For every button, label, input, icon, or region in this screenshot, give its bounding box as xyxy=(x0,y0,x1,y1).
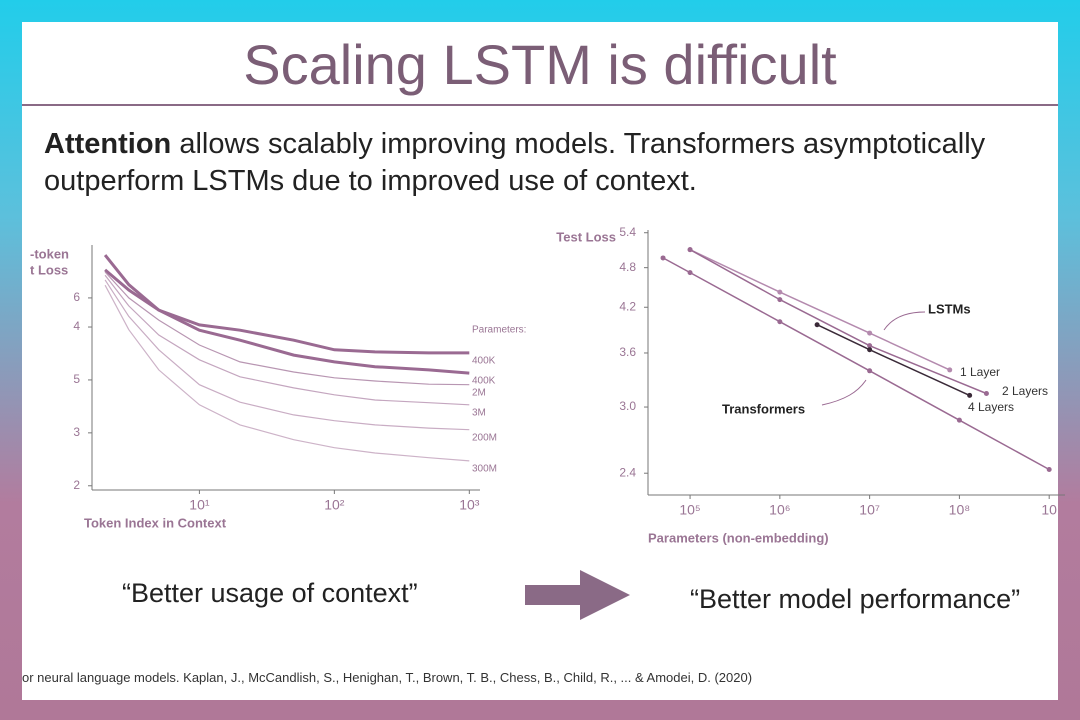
y-tick-label: 2 xyxy=(73,478,80,492)
marker xyxy=(867,343,873,349)
series-line xyxy=(689,249,987,395)
x-tick-label: 10⁷ xyxy=(859,502,880,518)
marker xyxy=(777,319,783,325)
legend-title: Parameters: xyxy=(472,325,526,336)
annotation: LSTMs xyxy=(928,301,971,316)
series-label: 200M xyxy=(472,432,497,443)
marker xyxy=(687,270,693,276)
annotation-arrow xyxy=(883,311,926,331)
x-tick-label: 10³ xyxy=(459,497,480,513)
marker xyxy=(814,322,820,328)
x-tick-label: 10⁶ xyxy=(769,502,790,518)
series-label: 400K xyxy=(472,376,496,387)
caption: “Better usage of context” xyxy=(122,578,418,608)
y-tick-label: 3.6 xyxy=(619,345,636,359)
x-tick-label: 10¹ xyxy=(189,497,210,513)
slide: Scaling LSTM is difficult Attention allo… xyxy=(22,22,1058,700)
series-label: 300M xyxy=(472,464,497,475)
x-axis-label: Parameters (non-embedding) xyxy=(648,530,829,545)
series-line xyxy=(689,249,951,371)
series-label: Transformers xyxy=(722,401,805,416)
series-label: 2 Layers xyxy=(1002,384,1048,398)
series-label: 4 Layers xyxy=(968,400,1014,414)
marker xyxy=(967,392,973,398)
marker xyxy=(867,347,873,353)
title-rule xyxy=(22,104,1058,106)
body-rest: allows scalably improving models. Transf… xyxy=(44,128,986,197)
x-tick-label: 10⁵ xyxy=(679,502,700,518)
arrow xyxy=(525,570,630,620)
marker xyxy=(660,255,666,261)
marker xyxy=(1046,467,1052,473)
y-tick-label: 2.4 xyxy=(619,465,636,479)
marker xyxy=(983,391,989,397)
series-line xyxy=(104,271,470,386)
x-axis-label: Token Index in Context xyxy=(84,515,227,530)
series-label: 1 Layer xyxy=(960,365,1000,379)
y-tick-label: 4 xyxy=(73,319,80,333)
marker xyxy=(956,417,962,423)
series-label: 400K xyxy=(472,356,496,367)
y-tick-label: 6 xyxy=(73,290,80,304)
caption: “Better model performance” xyxy=(690,584,1021,614)
series-label: 2M xyxy=(472,387,486,398)
y-tick-label: 3 xyxy=(73,425,80,439)
y-tick-label: 3.0 xyxy=(619,399,636,413)
series-line xyxy=(662,257,1050,471)
annotation-arrow xyxy=(821,379,867,406)
marker xyxy=(777,289,783,295)
y-axis-label: t Loss xyxy=(30,262,68,277)
y-tick-label: 5 xyxy=(73,372,80,386)
citation: or neural language models. Kaplan, J., M… xyxy=(22,670,753,685)
series-line xyxy=(816,324,970,397)
body-text: Attention allows scalably improving mode… xyxy=(44,126,1044,200)
marker xyxy=(867,330,873,336)
series-line xyxy=(104,279,470,431)
slide-title: Scaling LSTM is difficult xyxy=(243,33,837,96)
y-tick-label: 5.4 xyxy=(619,225,636,239)
y-axis-label: -token xyxy=(30,246,69,261)
marker xyxy=(777,297,783,303)
series-label: 3M xyxy=(472,407,486,418)
series-line xyxy=(103,254,470,355)
marker xyxy=(687,247,693,253)
y-tick-label: 4.8 xyxy=(619,260,636,274)
x-tick-label: 10 xyxy=(1041,502,1057,518)
y-tick-label: 4.2 xyxy=(619,299,636,313)
lead: Attention xyxy=(44,128,172,160)
marker xyxy=(947,367,953,373)
marker xyxy=(867,368,873,374)
series-line xyxy=(104,274,470,406)
series-line xyxy=(104,268,470,375)
x-tick-label: 10² xyxy=(324,497,345,513)
series-line xyxy=(104,284,470,462)
x-tick-label: 10⁸ xyxy=(949,502,971,518)
y-axis-label: Test Loss xyxy=(556,229,616,244)
